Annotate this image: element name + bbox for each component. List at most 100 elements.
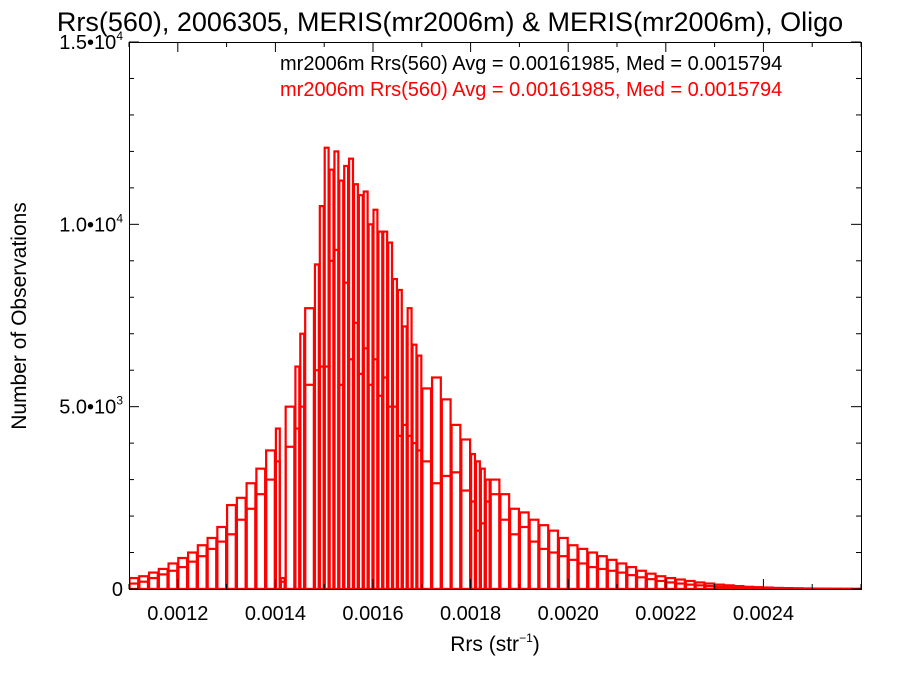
- histogram-bar: [655, 575, 667, 590]
- histogram-bar: [411, 343, 418, 590]
- histogram-bar: [382, 230, 389, 590]
- histogram-bar: [226, 504, 237, 590]
- histogram-bar: [377, 230, 384, 590]
- histogram-bar: [265, 449, 277, 590]
- histogram-bar: [645, 578, 657, 590]
- histogram-bar: [186, 560, 198, 590]
- histogram-bar: [567, 544, 579, 590]
- histogram-bar: [743, 585, 755, 590]
- histogram-bar: [255, 493, 267, 590]
- x-tick-label: 0.0020: [538, 603, 599, 625]
- histogram-bar: [299, 332, 306, 590]
- histogram-bar: [147, 571, 159, 590]
- x-tick-label: 0.0012: [147, 603, 208, 625]
- histogram-bar: [406, 307, 413, 590]
- histogram-bar: [489, 493, 501, 590]
- histogram-bar: [548, 529, 560, 590]
- histogram-bar: [294, 365, 301, 590]
- histogram-bar: [235, 518, 247, 590]
- histogram-bar: [518, 511, 530, 590]
- histogram-bar: [416, 354, 423, 590]
- histogram-bar: [167, 569, 179, 590]
- histogram-bar: [518, 525, 530, 590]
- histogram-bar: [421, 460, 433, 590]
- histogram-bar: [313, 263, 320, 590]
- histogram-bar: [626, 574, 638, 590]
- annotation-red: mr2006m Rrs(560) Avg = 0.00161985, Med =…: [280, 79, 782, 101]
- x-tick-label: 0.0014: [245, 603, 306, 625]
- histogram-bar: [274, 427, 281, 590]
- histogram-bar: [196, 544, 208, 590]
- histogram-bar: [206, 547, 218, 590]
- histogram-bar: [304, 307, 316, 590]
- histogram-bar: [538, 524, 550, 590]
- histogram-bar: [489, 478, 501, 590]
- histogram-bar: [460, 438, 472, 590]
- histogram-bar: [782, 586, 794, 590]
- histogram-bar: [596, 567, 608, 590]
- histogram-bar: [655, 579, 667, 590]
- histogram-bar: [616, 562, 628, 590]
- histogram-bar: [157, 567, 169, 590]
- histogram-bar: [499, 493, 511, 590]
- y-tick-label: 5.0•103: [59, 394, 123, 419]
- histogram-bar: [387, 241, 394, 590]
- x-axis-label: Rrs (str−1): [450, 631, 540, 656]
- histogram-bar: [557, 555, 569, 590]
- histogram-bar: [606, 569, 618, 590]
- histogram-bar: [440, 474, 452, 590]
- histogram-bar: [343, 164, 350, 590]
- histogram-bar: [509, 533, 521, 590]
- annotation-black: mr2006m Rrs(560) Avg = 0.00161985, Med =…: [280, 53, 782, 75]
- histogram-bar: [362, 190, 369, 590]
- histogram-bar: [587, 566, 599, 590]
- histogram-bar: [421, 387, 433, 590]
- histogram-bar: [323, 146, 330, 590]
- histogram-bar: [474, 460, 481, 590]
- histogram-bar: [255, 467, 267, 590]
- histogram-bar: [157, 573, 169, 590]
- x-axis-label-main: Rrs (str: [450, 633, 519, 656]
- histogram-bar: [587, 551, 599, 590]
- histogram-bar: [753, 586, 765, 590]
- histogram-bar: [265, 478, 277, 590]
- histogram-bar: [484, 478, 491, 590]
- plot-frame: [129, 42, 862, 590]
- histogram-bar: [577, 562, 589, 590]
- histogram-bar: [635, 569, 647, 590]
- histogram-bar: [801, 587, 813, 590]
- histogram-bar: [245, 482, 257, 590]
- histogram-bar: [635, 576, 647, 590]
- histogram-bar: [762, 586, 774, 590]
- histogram-bar: [596, 555, 608, 590]
- histogram-bar: [245, 507, 257, 590]
- histogram-bar: [147, 576, 159, 590]
- histogram-bar: [792, 587, 804, 590]
- histogram-bar: [206, 536, 218, 590]
- histogram-bar: [528, 518, 540, 590]
- histogram-bar: [430, 482, 442, 590]
- y-axis-label: Number of Observations: [8, 202, 31, 430]
- histogram-bar: [284, 445, 296, 590]
- x-tick-label: 0.0018: [440, 603, 501, 625]
- histogram-bar: [626, 566, 638, 590]
- histogram-bar: [333, 150, 340, 590]
- histogram-bar: [528, 540, 540, 590]
- y-tick-label: 0: [112, 579, 123, 601]
- histogram-bar: [450, 423, 462, 590]
- histogram-bar: [216, 540, 228, 590]
- histogram-bar: [396, 288, 403, 590]
- histogram-bar: [235, 496, 247, 590]
- histogram-bar: [538, 547, 550, 590]
- histogram-bar: [196, 555, 208, 590]
- histogram-bar: [548, 551, 560, 590]
- histogram-bar: [318, 205, 325, 590]
- x-tick-label: 0.0016: [342, 603, 403, 625]
- histogram-bar: [216, 525, 228, 590]
- histogram-bar: [367, 223, 374, 590]
- x-tick-label: 0.0024: [733, 603, 794, 625]
- histogram-bar: [167, 562, 179, 590]
- histogram-bar: [304, 383, 316, 590]
- histogram-bar: [645, 572, 657, 590]
